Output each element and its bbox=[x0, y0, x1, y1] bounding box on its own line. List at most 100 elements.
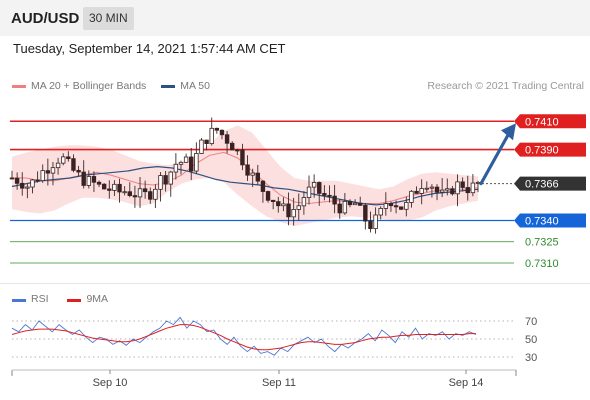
candle bbox=[86, 170, 92, 189]
ma20-line bbox=[12, 151, 479, 205]
candle-body bbox=[429, 186, 435, 189]
resistance-label-1: 0.7410 bbox=[514, 114, 586, 129]
rsi-tick-50: 50 bbox=[525, 334, 537, 346]
candle-body bbox=[465, 187, 470, 194]
candle bbox=[137, 176, 143, 208]
resistance-label-2-bg bbox=[514, 142, 586, 157]
rsi-line bbox=[11, 316, 477, 356]
candle-body bbox=[81, 171, 86, 186]
candle bbox=[398, 206, 404, 211]
candle-body bbox=[439, 189, 445, 193]
candle bbox=[460, 177, 465, 192]
candle bbox=[55, 157, 61, 175]
candle bbox=[81, 160, 86, 189]
candle-body bbox=[148, 191, 153, 200]
timeframe-badge[interactable]: 30 MIN bbox=[83, 7, 134, 30]
candle bbox=[393, 200, 399, 214]
resistance-label-2: 0.7390 bbox=[514, 142, 586, 157]
candle bbox=[101, 183, 107, 190]
candle bbox=[455, 174, 460, 207]
candle-body bbox=[317, 182, 322, 194]
candle-body bbox=[270, 199, 276, 203]
candle bbox=[235, 148, 240, 156]
candle-body bbox=[358, 202, 363, 206]
candle-body bbox=[25, 186, 30, 189]
candle bbox=[71, 154, 76, 173]
candle-body bbox=[255, 172, 261, 182]
candle bbox=[445, 178, 450, 196]
candle bbox=[45, 158, 51, 186]
candle bbox=[199, 137, 204, 154]
candle bbox=[173, 153, 179, 180]
candle-body bbox=[107, 188, 112, 191]
candle-body bbox=[363, 204, 368, 222]
candle-body bbox=[117, 183, 122, 193]
candle-body bbox=[30, 179, 35, 188]
candle bbox=[434, 184, 440, 201]
candle bbox=[122, 186, 127, 196]
candle-body bbox=[142, 188, 148, 193]
candle bbox=[35, 171, 40, 183]
candle bbox=[209, 117, 214, 146]
datetime-label: Tuesday, September 14, 2021 1:57:44 AM C… bbox=[13, 41, 286, 56]
candle bbox=[378, 206, 383, 220]
header-bar: AUD/USD 30 MIN bbox=[0, 0, 590, 36]
candle-body bbox=[373, 214, 378, 230]
candle bbox=[373, 207, 378, 234]
candle-body bbox=[183, 156, 189, 163]
candle bbox=[439, 178, 445, 197]
candle-body bbox=[76, 169, 81, 173]
candle bbox=[107, 180, 112, 199]
candle bbox=[347, 199, 353, 208]
candle-body bbox=[101, 183, 107, 190]
resistance-label-1-bg bbox=[514, 114, 586, 129]
candle bbox=[337, 199, 342, 219]
candle-body bbox=[189, 156, 194, 172]
candle bbox=[240, 143, 245, 171]
pivot-label: 0.7340 bbox=[514, 213, 586, 228]
candle-body bbox=[388, 203, 394, 207]
candle-body bbox=[378, 208, 383, 216]
candle-body bbox=[178, 161, 184, 165]
candle-body bbox=[368, 220, 373, 230]
candle-body bbox=[199, 139, 204, 154]
legend-swatch-ma20 bbox=[12, 84, 26, 88]
candle-body bbox=[383, 203, 389, 209]
candle-body bbox=[20, 182, 25, 189]
candle-body bbox=[235, 149, 240, 152]
candle bbox=[276, 196, 281, 213]
candle bbox=[204, 139, 209, 151]
candle-body bbox=[419, 188, 424, 194]
candle bbox=[163, 170, 168, 192]
candle-body bbox=[455, 181, 460, 195]
rsi-ma-legend-swatch bbox=[67, 299, 82, 302]
candle bbox=[265, 190, 271, 203]
candle-body bbox=[322, 193, 327, 196]
candle bbox=[358, 196, 363, 206]
candle-body bbox=[173, 163, 179, 173]
current-price-label: 0.7366 bbox=[514, 176, 586, 191]
support-label-1-text: 0.7325 bbox=[525, 237, 559, 249]
candle-body bbox=[137, 188, 143, 198]
candle-body bbox=[204, 139, 209, 145]
candle-body bbox=[50, 167, 56, 174]
candle-body bbox=[398, 206, 404, 210]
candle-body bbox=[9, 177, 15, 180]
candle bbox=[332, 184, 337, 214]
candle bbox=[465, 175, 470, 201]
candle bbox=[183, 153, 189, 163]
candle-body bbox=[332, 195, 337, 205]
candle-body bbox=[450, 188, 455, 195]
x-tick-label: Sep 11 bbox=[262, 377, 296, 389]
candle-body bbox=[434, 186, 440, 193]
candle bbox=[388, 201, 394, 212]
rsi-tick-70: 70 bbox=[525, 316, 537, 328]
candle-body bbox=[470, 182, 476, 194]
candle bbox=[383, 192, 389, 216]
candle bbox=[168, 170, 173, 197]
rsi-legend-label: RSI bbox=[31, 293, 49, 305]
panel-divider bbox=[0, 283, 590, 284]
candle-body bbox=[301, 197, 307, 207]
candle-body bbox=[71, 158, 76, 171]
candle-body bbox=[347, 200, 353, 206]
